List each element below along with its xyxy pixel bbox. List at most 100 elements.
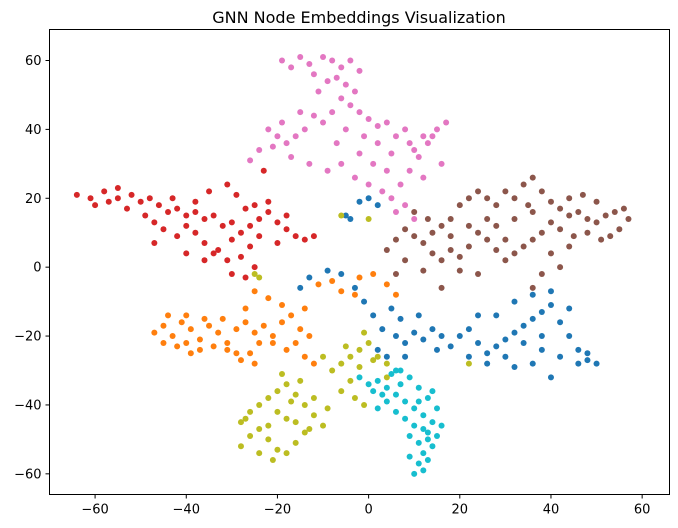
data-point <box>174 233 181 240</box>
data-point <box>429 326 436 333</box>
data-point <box>465 222 472 229</box>
data-point <box>438 422 445 429</box>
data-point <box>420 467 427 474</box>
data-point <box>365 339 372 346</box>
data-point <box>342 343 349 350</box>
data-point <box>456 267 463 274</box>
data-point <box>370 271 377 278</box>
data-point <box>593 219 600 226</box>
data-point <box>420 174 427 181</box>
y-tick-label: 60 <box>25 54 42 69</box>
data-point <box>392 291 399 298</box>
data-point <box>397 367 404 374</box>
data-point <box>374 122 381 129</box>
data-point <box>310 112 317 119</box>
data-point <box>279 119 285 126</box>
data-point <box>529 209 536 216</box>
data-point <box>192 198 199 205</box>
data-point <box>557 264 564 271</box>
data-point <box>114 195 121 202</box>
data-point <box>251 288 258 295</box>
data-point <box>502 353 509 360</box>
data-point <box>538 271 545 278</box>
data-point <box>356 150 363 157</box>
data-point <box>178 319 185 326</box>
x-tick-label: 20 <box>452 503 469 518</box>
y-tick-label: −40 <box>14 398 41 413</box>
data-point <box>392 408 399 415</box>
data-point <box>169 195 176 202</box>
data-point <box>347 57 354 64</box>
data-point <box>242 305 249 312</box>
data-point <box>406 167 413 174</box>
data-point <box>356 67 363 74</box>
data-point <box>292 439 299 446</box>
data-point <box>301 236 308 243</box>
y-tick-label: −20 <box>14 330 41 345</box>
data-point <box>392 133 399 140</box>
data-point <box>598 236 605 243</box>
points-layer <box>73 54 632 477</box>
data-point <box>215 329 222 336</box>
data-point <box>402 226 409 233</box>
data-point <box>201 240 208 247</box>
data-point <box>292 133 299 140</box>
data-point <box>351 88 358 95</box>
data-point <box>347 102 354 109</box>
data-point <box>434 405 440 412</box>
data-point <box>292 339 299 346</box>
data-point <box>388 195 395 202</box>
data-point <box>383 374 390 381</box>
data-point <box>297 284 304 291</box>
data-point <box>374 140 381 147</box>
data-point <box>256 274 263 281</box>
data-point <box>297 109 304 116</box>
data-point <box>447 233 454 240</box>
data-point <box>415 312 422 319</box>
data-point <box>155 202 162 209</box>
data-point <box>447 215 454 222</box>
data-point <box>192 229 199 236</box>
data-point <box>310 233 317 240</box>
data-point <box>593 360 600 367</box>
data-point <box>538 346 545 353</box>
x-tick-label: 0 <box>364 503 372 518</box>
data-point <box>429 419 436 426</box>
data-point <box>183 250 190 257</box>
data-point <box>465 243 472 250</box>
data-point <box>247 350 254 357</box>
data-point <box>424 395 431 402</box>
data-point <box>269 333 276 340</box>
data-point <box>306 274 313 281</box>
data-point <box>101 188 108 195</box>
data-point <box>210 250 217 257</box>
data-point <box>557 353 564 360</box>
data-point <box>210 212 217 219</box>
data-point <box>383 384 390 391</box>
data-point <box>406 432 413 439</box>
data-point <box>351 284 358 291</box>
data-point <box>237 419 244 426</box>
data-point <box>228 271 235 278</box>
series-1 <box>73 167 317 281</box>
data-point <box>438 222 445 229</box>
data-point <box>402 202 409 209</box>
data-point <box>297 377 304 384</box>
data-point <box>356 109 363 116</box>
data-point <box>247 157 254 164</box>
data-point <box>420 133 427 140</box>
data-point <box>192 209 199 216</box>
data-point <box>342 81 349 88</box>
data-point <box>151 240 158 247</box>
data-point <box>424 457 431 464</box>
data-point <box>310 395 317 402</box>
data-point <box>484 195 491 202</box>
data-point <box>279 319 285 326</box>
data-point <box>424 140 431 147</box>
data-point <box>365 381 372 388</box>
data-point <box>247 408 254 415</box>
data-point <box>547 288 554 295</box>
chart-title: GNN Node Embeddings Visualization <box>212 8 506 27</box>
data-point <box>256 233 263 240</box>
data-point <box>438 160 445 167</box>
